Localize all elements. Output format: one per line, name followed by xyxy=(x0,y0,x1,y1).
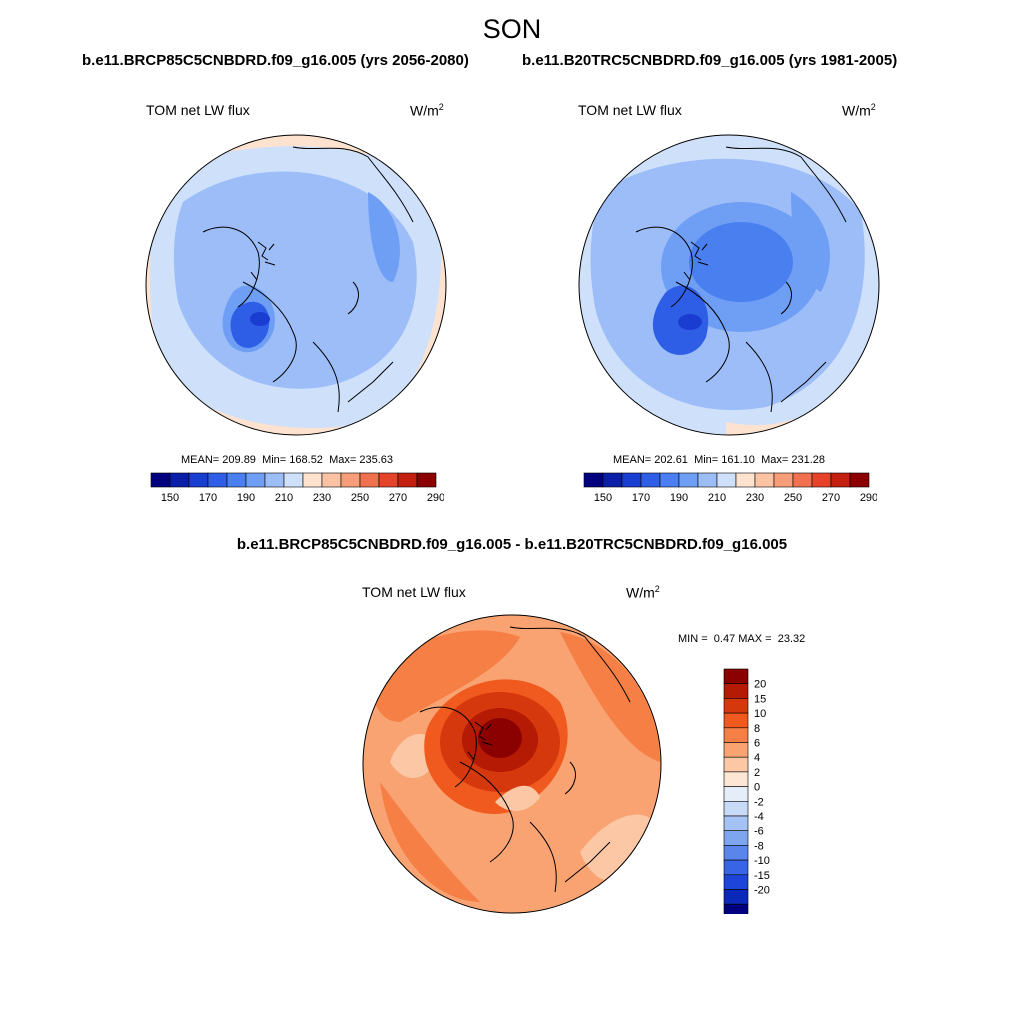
colorbar-box xyxy=(723,698,749,714)
control-case-title: b.e11.B20TRC5CNBDRD.f09_g16.005 (yrs 198… xyxy=(522,52,898,69)
colorbar-box xyxy=(602,472,623,488)
colorbar-box xyxy=(754,472,775,488)
colorbar-tick-label: 10 xyxy=(754,708,766,720)
colorbar-tick-label: 230 xyxy=(313,492,331,504)
colorbar-box xyxy=(397,472,418,488)
colorbar-box xyxy=(723,756,749,773)
colorbar-tick-label: -4 xyxy=(754,811,764,823)
colorbar-box xyxy=(723,771,749,787)
colorbar-tick-label: 150 xyxy=(594,492,612,504)
colorbar-box xyxy=(773,472,794,488)
control-stats: MEAN= 202.61 Min= 161.10 Max= 231.28 xyxy=(613,454,825,466)
colorbar-box xyxy=(264,472,285,488)
colorbar-box xyxy=(723,903,749,914)
colorbar-tick-label: 0 xyxy=(754,782,760,794)
control-variable-label: TOM net LW flux xyxy=(578,102,682,118)
colorbar-box xyxy=(188,472,209,488)
control-colorbar: 150 170 190 210 230 250 270 290 xyxy=(583,472,877,504)
colorbar-box xyxy=(697,472,718,488)
figure-season-title: SON xyxy=(482,14,542,44)
diff-stats: MIN = 0.47 MAX = 23.32 xyxy=(678,633,806,645)
colorbar-tick-label: 270 xyxy=(389,492,407,504)
colorbar-box xyxy=(416,472,437,488)
colorbar-box xyxy=(378,472,399,488)
colorbar-box xyxy=(659,472,680,488)
colorbar-tick-label: -2 xyxy=(754,796,764,808)
colorbar-tick-label: 210 xyxy=(275,492,293,504)
colorbar-tick-label: 230 xyxy=(746,492,764,504)
colorbar-box xyxy=(735,472,756,488)
colorbar-tick-label: 190 xyxy=(670,492,688,504)
colorbar-tick-label: 4 xyxy=(754,752,760,764)
difference-title: b.e11.BRCP85C5CNBDRD.f09_g16.005 - b.e11… xyxy=(236,536,788,553)
colorbar-tick-label: 270 xyxy=(822,492,840,504)
colorbar-tick-label: 170 xyxy=(632,492,650,504)
control-polar-map xyxy=(578,134,880,436)
colorbar-tick-label: 6 xyxy=(754,738,760,750)
colorbar-box xyxy=(283,472,304,488)
colorbar-box xyxy=(723,874,749,890)
colorbar-tick-label: 170 xyxy=(199,492,217,504)
colorbar-tick-label: 250 xyxy=(351,492,369,504)
difference-polar-map xyxy=(362,614,662,914)
test-polar-map xyxy=(145,134,447,436)
test-case-title: b.e11.BRCP85C5CNBDRD.f09_g16.005 (yrs 20… xyxy=(82,52,469,69)
colorbar-box xyxy=(723,859,749,876)
colorbar-tick-label: -10 xyxy=(754,855,770,867)
colorbar-box xyxy=(583,472,604,488)
colorbar-tick-label: 15 xyxy=(754,693,766,705)
colorbar-box xyxy=(340,472,361,488)
colorbar-box xyxy=(792,472,813,488)
colorbar-box xyxy=(302,472,323,488)
colorbar-tick-label: 2 xyxy=(754,767,760,779)
colorbar-box xyxy=(150,472,171,488)
colorbar-tick-label: 210 xyxy=(708,492,726,504)
control-units-label: W/m2 xyxy=(842,102,876,119)
colorbar-box xyxy=(723,815,749,831)
colorbar-box xyxy=(723,727,749,743)
colorbar-box xyxy=(723,801,749,817)
colorbar-tick-label: -6 xyxy=(754,826,764,838)
diff-units-label: W/m2 xyxy=(626,584,660,601)
colorbar-box xyxy=(245,472,266,488)
colorbar-tick-label: 20 xyxy=(754,679,766,691)
colorbar-box xyxy=(811,472,832,488)
colorbar-box xyxy=(640,472,661,488)
test-stats: MEAN= 209.89 Min= 168.52 Max= 235.63 xyxy=(181,454,393,466)
colorbar-tick-label: -20 xyxy=(754,885,770,897)
test-units-label: W/m2 xyxy=(410,102,444,119)
colorbar-box xyxy=(723,786,749,802)
colorbar-box xyxy=(723,889,749,905)
colorbar-box xyxy=(169,472,190,488)
colorbar-tick-label: 290 xyxy=(427,492,444,504)
colorbar-box xyxy=(723,742,749,758)
colorbar-tick-label: 190 xyxy=(237,492,255,504)
diff-variable-label: TOM net LW flux xyxy=(362,584,466,600)
colorbar-tick-label: 250 xyxy=(784,492,802,504)
colorbar-box xyxy=(723,668,749,684)
test-colorbar: 150 170 190 210 230 250 270 290 xyxy=(150,472,444,504)
colorbar-tick-label: 8 xyxy=(754,723,760,735)
colorbar-box xyxy=(723,845,749,861)
colorbar-box xyxy=(321,472,342,488)
colorbar-tick-label: -8 xyxy=(754,840,764,852)
colorbar-box xyxy=(716,472,737,488)
colorbar-box xyxy=(723,712,749,729)
colorbar-box xyxy=(621,472,642,488)
colorbar-box xyxy=(678,472,699,488)
colorbar-box xyxy=(830,472,851,488)
colorbar-box xyxy=(723,830,749,846)
test-variable-label: TOM net LW flux xyxy=(146,102,250,118)
colorbar-box xyxy=(226,472,247,488)
colorbar-box xyxy=(723,683,749,699)
colorbar-box xyxy=(849,472,870,488)
colorbar-tick-label: 290 xyxy=(860,492,877,504)
colorbar-box xyxy=(207,472,228,488)
colorbar-tick-label: 150 xyxy=(161,492,179,504)
colorbar-box xyxy=(359,472,380,488)
colorbar-tick-label: -15 xyxy=(754,870,770,882)
